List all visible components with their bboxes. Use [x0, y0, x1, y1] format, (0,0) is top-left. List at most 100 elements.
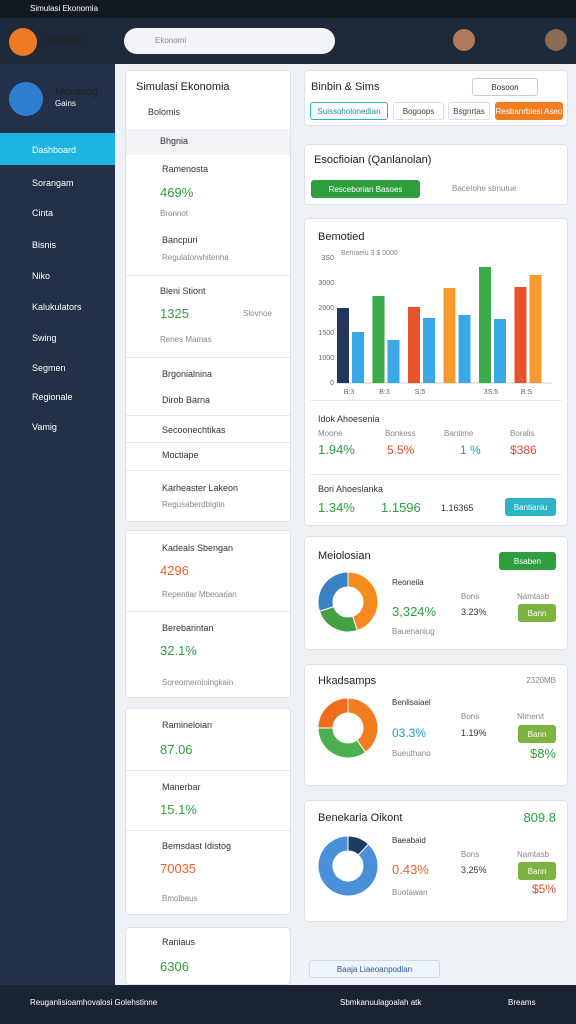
divider	[126, 415, 290, 416]
label: Raniaus	[162, 937, 196, 947]
user: Moneteg	[55, 86, 98, 98]
note: Repentiar Mbeoarian	[162, 590, 237, 599]
sidebar	[0, 64, 115, 985]
label: Benlisaiael	[392, 698, 431, 707]
note: Bueuthano	[392, 749, 431, 758]
button-button[interactable]: Bsaben	[499, 552, 556, 570]
bar	[387, 340, 400, 383]
title: Idok Ahoesenia	[318, 414, 380, 424]
note: Buotawan	[392, 888, 428, 897]
pie-slice	[317, 727, 367, 759]
section-row[interactable]	[126, 129, 290, 155]
link: Bacetohe stmutue	[452, 184, 517, 193]
label: Berebarintan	[162, 623, 214, 633]
stock-value: 1325	[160, 306, 189, 321]
tabs-button[interactable]: Bogoops	[393, 102, 444, 120]
button-button[interactable]: Bosoon	[472, 78, 538, 96]
pie-slice	[317, 697, 349, 729]
menu: Niko	[32, 271, 51, 281]
policy: Bancpuri	[162, 235, 198, 245]
menu: Regionale	[32, 392, 73, 402]
y-tick-label: 1500	[318, 330, 334, 337]
divider	[310, 400, 562, 401]
tabs-button[interactable]: Suissoholonedian	[310, 102, 388, 120]
bar	[352, 332, 364, 383]
user-avatar	[9, 82, 43, 116]
col2: Bons	[461, 592, 480, 601]
pie-slice	[347, 571, 379, 632]
chart-title: Meiolosian	[318, 550, 371, 562]
divider	[126, 470, 290, 471]
divider	[126, 275, 290, 276]
stock-link: Renes Mamas	[160, 335, 212, 344]
menu: Swing	[32, 333, 57, 343]
pie-slice	[317, 571, 349, 612]
rate-note: Bronnot	[160, 209, 189, 218]
col2: Bons	[461, 850, 480, 859]
title: Esocfioian (Qanlanolan)	[314, 154, 432, 166]
labels: Boralis	[510, 429, 535, 438]
chart-title: Bemotied	[318, 231, 364, 243]
active-menu[interactable]	[0, 133, 115, 165]
y-tick-label: 0	[330, 380, 334, 387]
values: 1 %	[460, 443, 481, 457]
bar	[514, 287, 527, 383]
bar	[408, 307, 420, 383]
pie-slice	[318, 606, 358, 633]
label: Kadeals Sbengan	[162, 543, 234, 553]
group-items: Secoonechtikas	[162, 425, 226, 435]
group: Brgonialnina	[162, 369, 213, 379]
tag-button[interactable]: Bann	[518, 725, 556, 743]
label: Manerbar	[162, 782, 201, 792]
footer-button-button[interactable]: Baaja Liaeoanpodlan	[309, 960, 440, 978]
section: Bhgnia	[160, 136, 189, 146]
tag2: $8%	[529, 746, 556, 761]
value: 3,324%	[392, 604, 437, 619]
policy-note: Regulatorwhitenha	[162, 253, 229, 262]
col3: Namtasb	[517, 850, 550, 859]
y-tick-label: 1000	[318, 355, 334, 362]
values2: 1.34%	[318, 500, 355, 515]
chart-title: Hkadsamps	[318, 675, 377, 687]
value: 70035	[160, 861, 197, 876]
bar	[458, 315, 471, 383]
tabs-button[interactable]: Resbanrbiesi Aseo	[495, 102, 563, 120]
pie-slice	[347, 697, 379, 753]
tabs-button[interactable]: Bsgnrtas	[448, 102, 490, 120]
button-button[interactable]: Resceborian Basoes	[311, 180, 420, 198]
col3: Namtasb	[517, 592, 550, 601]
bar	[372, 296, 385, 383]
y-tick-label: 2000	[318, 305, 334, 312]
menu: Cinta	[32, 208, 54, 218]
left: Reuganlisioamhovalosi Golehstinne	[30, 998, 158, 1007]
label: Baeabaid	[392, 836, 426, 845]
tag2: $5%	[531, 882, 556, 896]
avatar[interactable]	[545, 29, 567, 51]
title2: Bori Ahoeslanka	[318, 484, 384, 494]
search-box[interactable]	[124, 28, 335, 54]
values2: 1.1596	[381, 500, 421, 515]
note: Bauenaniug	[392, 627, 435, 636]
tag-button[interactable]: Bann	[518, 862, 556, 880]
group-items: Karheaster Lakeon	[162, 483, 239, 493]
value: 4296	[160, 563, 189, 578]
tag-button[interactable]: Bann	[518, 604, 556, 622]
subtitle: Bolomis	[148, 107, 181, 117]
values: 1.94%	[318, 442, 355, 457]
col2: Bons	[461, 712, 480, 721]
value: 6306	[160, 959, 189, 974]
button-button[interactable]: Bantianiu	[505, 498, 556, 516]
values: $386	[510, 443, 537, 457]
group-items: Dirob Barna	[162, 395, 211, 405]
menu: Segmen	[32, 363, 66, 373]
val2: 1.19%	[461, 728, 487, 738]
avatar[interactable]	[453, 29, 475, 51]
label: Bemsdast Idistog	[162, 841, 232, 851]
menu: Sorangam	[32, 178, 74, 188]
stock: Bleni Stiont	[160, 286, 206, 296]
badge: 2320MB	[526, 676, 556, 685]
status-bar	[0, 985, 576, 1024]
